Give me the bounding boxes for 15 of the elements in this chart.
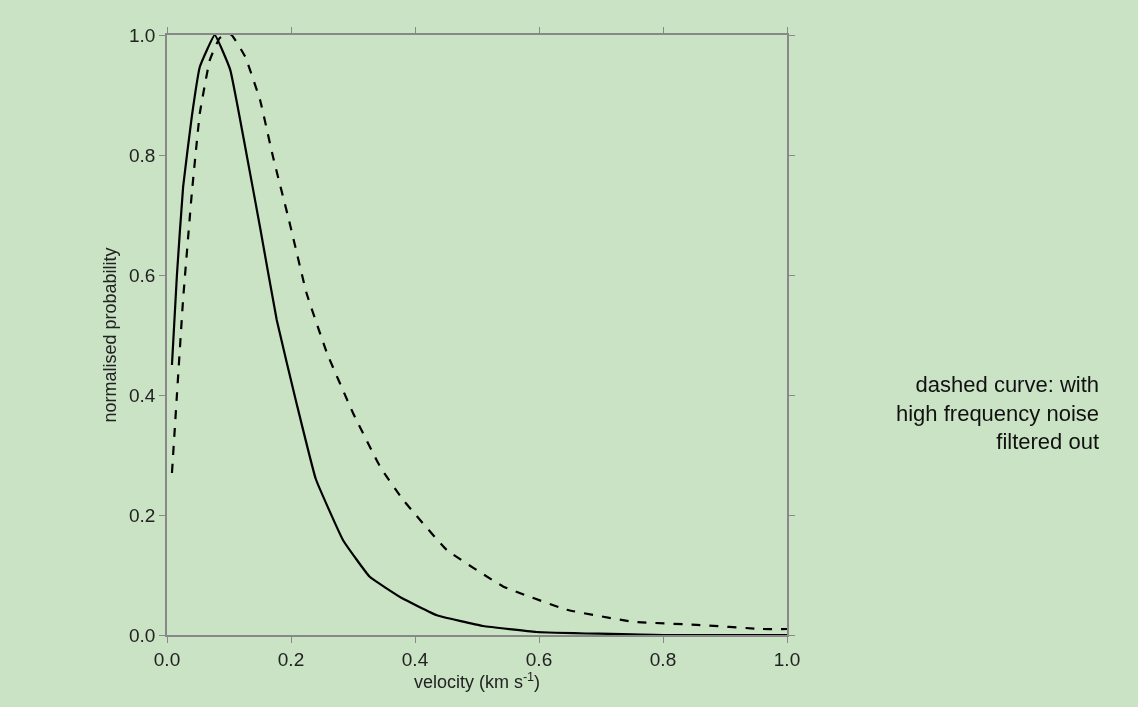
y-tick-label: 0.6 [129,264,156,286]
y-axis-title: normalised probability [99,247,120,423]
y-tick-label: 0.0 [129,624,156,646]
y-tick-label: 0.2 [129,504,156,526]
x-tick-label: 0.0 [153,648,181,670]
x-tick-label: 0.2 [277,648,305,670]
x-tick-label: 0.4 [401,648,429,670]
x-tick-label: 1.0 [773,648,801,670]
y-tick-label: 0.8 [129,144,156,166]
x-tick-label: 0.6 [525,648,553,670]
x-axis-title: velocity (km s$^{-1}$) [413,669,541,693]
y-tick-label: 0.4 [129,384,156,406]
x-tick-label: 0.8 [649,648,677,670]
text: dashed curve: with high frequency noise filtered out [896,372,1100,455]
y-tick-label: 1.0 [129,24,156,46]
